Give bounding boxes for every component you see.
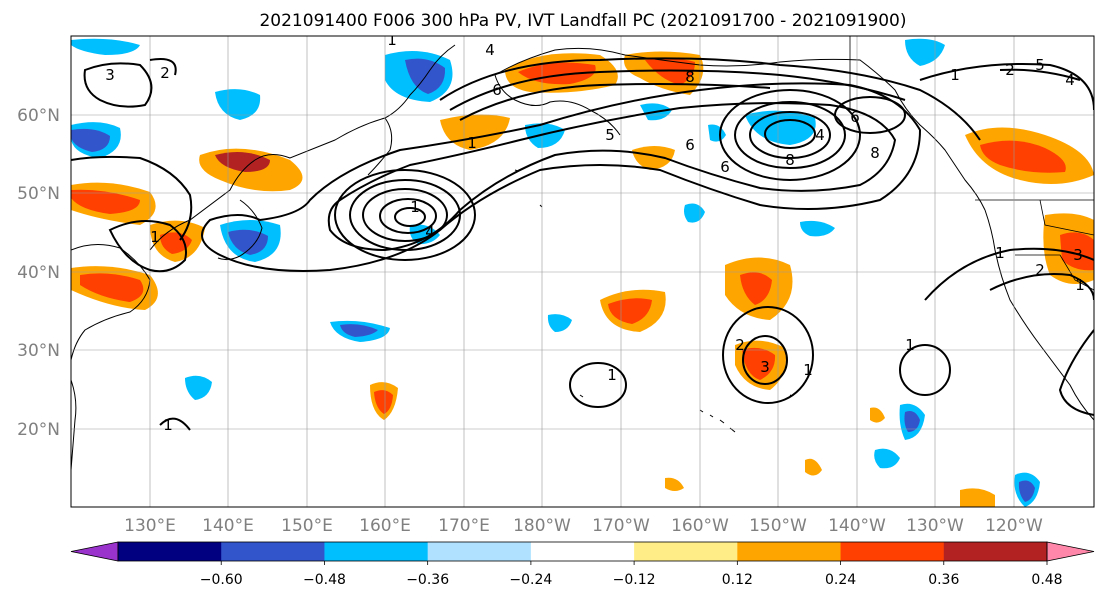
contour-label: 4 xyxy=(425,223,435,241)
ivt-contours xyxy=(71,57,1094,431)
contour-label: 2 xyxy=(160,64,170,82)
contour-label: 1 xyxy=(950,66,960,84)
lon-tick-label: 180°W xyxy=(513,516,571,536)
colorbar-bin xyxy=(943,542,1048,561)
lat-tick-label: 50°N xyxy=(17,184,60,204)
colorbar-extend-min xyxy=(70,541,119,562)
lon-tick-label: 150°W xyxy=(749,516,807,536)
contour-label: 2 xyxy=(1035,261,1045,279)
colorbar-bin xyxy=(427,542,532,561)
lon-tick-label: 130°E xyxy=(124,516,176,536)
contour-label: 4 xyxy=(1065,71,1075,89)
colorbar-extend-max xyxy=(1046,541,1095,562)
contour-label: 1 xyxy=(905,336,915,354)
contour-label: 1 xyxy=(163,416,173,434)
contour-label: 1 xyxy=(803,361,813,379)
contour-label: 6 xyxy=(850,108,860,126)
map-frame xyxy=(70,35,1095,508)
colorbar: −0.60 −0.48 −0.36 −0.24 −0.12 0.12 0.24 0.36 0.4… xyxy=(70,541,1095,588)
colorbar-tick-label: −0.12 xyxy=(613,572,656,588)
contour-label: 1 xyxy=(607,366,617,384)
lat-tick-label: 30°N xyxy=(17,341,60,361)
colorbar-tick-label: 0.12 xyxy=(722,572,753,588)
colorbar-frame xyxy=(117,541,1048,562)
contour-label: 4 xyxy=(815,126,825,144)
lon-tick-label: 160°E xyxy=(359,516,411,536)
colorbar-tick-label: −0.60 xyxy=(200,572,243,588)
contour-label: 1 xyxy=(467,134,477,152)
lat-tick-label: 20°N xyxy=(17,420,60,440)
colorbar-bin xyxy=(840,542,945,561)
lat-tick-label: 40°N xyxy=(17,263,60,283)
colorbar-tick-label: 0.36 xyxy=(928,572,959,588)
contour-label: 2 xyxy=(1005,61,1015,79)
lat-tick-label: 60°N xyxy=(17,106,60,126)
lon-tick-label: 170°W xyxy=(592,516,650,536)
colorbar-bin xyxy=(530,542,635,561)
contour-label: 6 xyxy=(492,81,502,99)
longitude-labels: 130°E 140°E 150°E 160°E 170°E 180°W 170°W 160°W… xyxy=(124,516,1043,536)
lon-tick-label: 140°W xyxy=(828,516,886,536)
lon-tick-label: 160°W xyxy=(671,516,729,536)
contour-label: 4 xyxy=(485,41,495,59)
pv-anomaly-shading xyxy=(71,38,1094,507)
figure-title: 2021091400 F006 300 hPa PV, IVT Landfall… xyxy=(259,11,906,31)
contour-label: 5 xyxy=(1035,56,1045,74)
lon-tick-label: 150°E xyxy=(281,516,333,536)
colorbar-tick-label: −0.48 xyxy=(303,572,346,588)
contour-label: 6 xyxy=(685,136,695,154)
lon-tick-label: 130°W xyxy=(906,516,964,536)
colorbar-tick-label: 0.48 xyxy=(1031,572,1062,588)
contour-label: 6 xyxy=(720,158,730,176)
colorbar-tick-label: −0.36 xyxy=(406,572,449,588)
contour-label: 5 xyxy=(605,126,615,144)
colorbar-tick-label: 0.24 xyxy=(825,572,856,588)
contour-label: 2 xyxy=(735,336,745,354)
lon-tick-label: 170°E xyxy=(438,516,490,536)
contour-label: 1 xyxy=(150,228,160,246)
colorbar-bin xyxy=(634,542,738,561)
contour-label: 1 xyxy=(410,198,420,216)
contour-label: 8 xyxy=(785,151,795,169)
colorbar-bin xyxy=(221,542,325,561)
colorbar-tick-label: −0.24 xyxy=(509,572,552,588)
lon-tick-label: 120°W xyxy=(985,516,1043,536)
contour-label: 3 xyxy=(105,66,115,84)
contour-label: 3 xyxy=(760,358,770,376)
contour-label: 8 xyxy=(685,68,695,86)
latitude-labels: 60°N 50°N 40°N 30°N 20°N xyxy=(17,106,60,440)
gridlines xyxy=(71,36,1094,507)
contour-label: 3 xyxy=(1073,246,1083,264)
contour-label: 8 xyxy=(870,144,880,162)
colorbar-bin xyxy=(324,542,429,561)
contour-label: 1 xyxy=(1075,276,1085,294)
colorbar-bin xyxy=(737,542,842,561)
contour-label: 1 xyxy=(995,244,1005,262)
contour-label: 1 xyxy=(387,31,397,49)
lon-tick-label: 140°E xyxy=(202,516,254,536)
colorbar-bin xyxy=(118,542,222,561)
